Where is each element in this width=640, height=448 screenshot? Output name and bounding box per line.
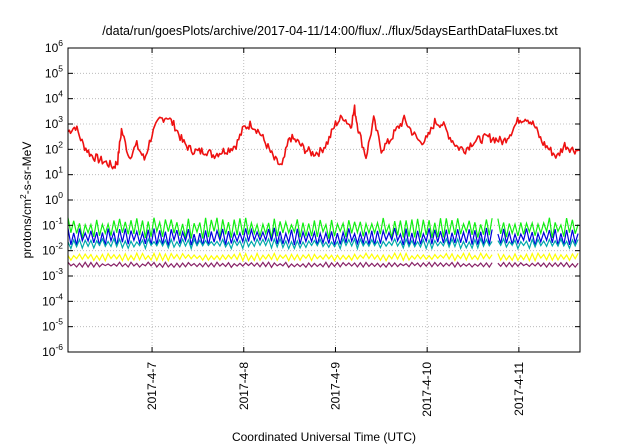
series-band-5 [67, 261, 579, 269]
x-tick-label: 2017-4-11 [512, 362, 526, 416]
y-tick-label: 103 [45, 114, 63, 131]
series-band-1 [67, 217, 579, 239]
y-tick-base: 10 [45, 41, 59, 55]
axis-ticks: 10-610-510-410-310-210-11001011021031041… [42, 38, 580, 417]
y-tick-exponent: -6 [55, 342, 63, 352]
y-tick-exponent: 6 [58, 38, 63, 48]
grid-lines [68, 48, 580, 352]
y-tick-label: 104 [45, 89, 63, 106]
y-tick-label: 105 [45, 63, 63, 80]
chart-title: /data/run/goesPlots/archive/2017-04-11/1… [102, 24, 558, 38]
y-tick-exponent: -1 [55, 215, 63, 225]
y-axis-label: protons/cm2-s-sr-MeV [18, 142, 34, 259]
x-tick-label: 2017-4-10 [420, 362, 434, 417]
y-tick-base: 10 [45, 142, 59, 156]
y-tick-exponent: 4 [58, 89, 63, 99]
y-axis-label-rest: -s-sr-MeV [20, 142, 34, 195]
y-tick-exponent: 0 [58, 190, 63, 200]
y-tick-label: 100 [45, 190, 63, 207]
y-tick-label: 10-5 [42, 317, 63, 334]
x-tick-label: 2017-4-8 [237, 362, 251, 410]
y-tick-base: 10 [45, 193, 59, 207]
series-line-0 [67, 104, 581, 170]
x-tick-label: 2017-4-9 [328, 362, 342, 410]
y-tick-label: 10-6 [42, 342, 63, 359]
y-tick-base: 10 [42, 218, 56, 232]
y-tick-base: 10 [42, 294, 56, 308]
y-tick-exponent: -5 [55, 317, 63, 327]
y-tick-label: 10-4 [42, 291, 63, 308]
x-axis-label: Coordinated Universal Time (UTC) [232, 430, 416, 444]
y-tick-base: 10 [45, 92, 59, 106]
y-tick-exponent: 2 [58, 139, 63, 149]
y-tick-base: 10 [42, 244, 56, 258]
y-tick-base: 10 [45, 117, 59, 131]
series-band-3 [67, 236, 579, 251]
y-tick-base: 10 [45, 168, 59, 182]
series-layer [67, 104, 581, 269]
y-axis-label-main: protons/cm [20, 199, 34, 258]
y-tick-label: 106 [45, 38, 63, 55]
y-axis-label-sup: 2 [18, 194, 28, 199]
series-band-2 [67, 227, 579, 247]
y-tick-base: 10 [45, 66, 59, 80]
y-tick-exponent: -3 [55, 266, 63, 276]
y-tick-label: 10-2 [42, 241, 63, 258]
y-tick-label: 102 [45, 139, 63, 156]
y-tick-exponent: -4 [55, 291, 63, 301]
x-tick-label: 2017-4-7 [145, 362, 159, 410]
y-tick-base: 10 [42, 345, 56, 359]
y-tick-label: 101 [45, 165, 63, 182]
y-tick-exponent: -2 [55, 241, 63, 251]
y-tick-exponent: 3 [58, 114, 63, 124]
y-tick-base: 10 [42, 320, 56, 334]
y-tick-exponent: 1 [58, 165, 63, 175]
y-tick-label: 10-1 [42, 215, 63, 232]
series-band-4 [67, 251, 579, 263]
y-tick-base: 10 [42, 269, 56, 283]
y-tick-label: 10-3 [42, 266, 63, 283]
y-tick-exponent: 5 [58, 63, 63, 73]
